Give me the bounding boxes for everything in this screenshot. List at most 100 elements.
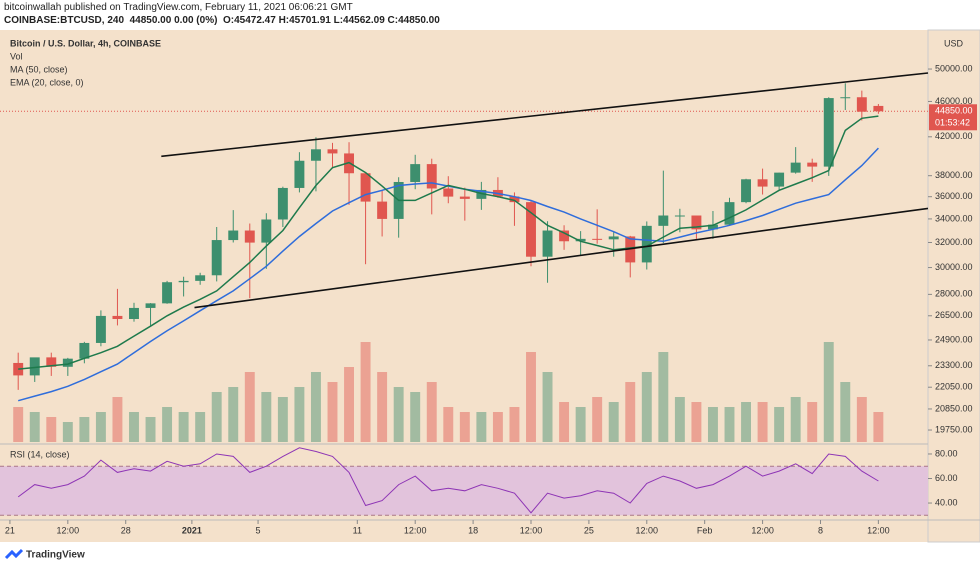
candle-body [856, 97, 867, 112]
candle-body [691, 215, 702, 230]
x-tick-label: 12:00 [636, 525, 659, 535]
volume-bar [608, 402, 619, 442]
x-tick-label: Feb [697, 525, 713, 535]
y-tick-label: 30000.00 [935, 262, 973, 272]
candle-body [377, 201, 388, 219]
volume-bar [840, 382, 851, 442]
candle-body [195, 275, 206, 281]
candle-body [658, 215, 669, 226]
x-tick-label: 12:00 [520, 525, 543, 535]
candle-body [873, 105, 884, 112]
x-tick-label: 12:00 [751, 525, 774, 535]
volume-bar [873, 412, 884, 442]
countdown-label: 01:53:42 [935, 118, 970, 128]
trend-line [194, 207, 929, 309]
plot-background [0, 30, 928, 542]
volume-bar [46, 417, 57, 442]
y-tick-label: 26500.00 [935, 310, 973, 320]
trend-line [161, 72, 929, 158]
x-tick-label: 11 [353, 525, 362, 535]
x-tick-label: 2021 [182, 525, 202, 535]
x-tick-label: 12:00 [404, 525, 427, 535]
indicator-line [18, 115, 879, 370]
volume-bar [707, 407, 718, 442]
volume-bar [790, 397, 801, 442]
volume-bar [211, 392, 222, 442]
candle-body [476, 189, 487, 199]
x-tick-label: 12:00 [867, 525, 890, 535]
volume-bar [443, 407, 454, 442]
y-tick-label: 36000.00 [935, 191, 973, 201]
volume-bar [294, 387, 305, 442]
candle-body [261, 219, 272, 243]
volume-bar [509, 407, 520, 442]
volume-bar [95, 412, 106, 442]
candle-body [807, 162, 818, 167]
volume-bar [757, 402, 768, 442]
y-tick-label: 22050.00 [935, 382, 973, 392]
volume-bar [592, 397, 603, 442]
volume-bar [29, 412, 40, 442]
volume-bar [625, 382, 636, 442]
candle-body [526, 202, 536, 257]
volume-bar [377, 372, 388, 442]
candle-body [707, 224, 718, 230]
x-tick-label: 25 [584, 525, 594, 535]
volume-bar [426, 382, 437, 442]
volume-bar [178, 412, 189, 442]
volume-bar [459, 412, 470, 442]
candle-body [112, 315, 123, 320]
last-price-box [929, 104, 977, 131]
legend-item: EMA (20, close, 0) [10, 77, 84, 87]
rsi-tick-label: 80.00 [935, 448, 958, 458]
candle-body [542, 230, 553, 257]
candle-body [823, 98, 834, 167]
candle-body [426, 164, 437, 189]
candle-body [294, 160, 305, 188]
candle-body [178, 280, 189, 283]
volume-bar [145, 417, 156, 442]
candle-body [360, 173, 371, 202]
candle-body [13, 362, 24, 376]
candle-body [840, 97, 851, 99]
candle-body [327, 149, 338, 154]
candle-body [757, 179, 768, 187]
rsi-line [17, 447, 879, 514]
x-tick-label: 21 [5, 525, 15, 535]
volume-bar [261, 392, 272, 442]
x-tick-label: 28 [121, 525, 131, 535]
volume-bar [807, 402, 818, 442]
volume-bar [641, 372, 652, 442]
y-tick-label: 24900.00 [935, 334, 973, 344]
candle-body [95, 315, 106, 343]
candle-body [459, 196, 470, 199]
y-tick-label: 46000.00 [935, 96, 973, 106]
y-tick-label: 38000.00 [935, 170, 973, 180]
candle-body [790, 162, 801, 173]
y-tick-label: 32000.00 [935, 237, 973, 247]
y-tick-label: 34000.00 [935, 213, 973, 223]
candle-body [608, 236, 619, 240]
volume-bar [724, 407, 735, 442]
x-tick-label: 5 [256, 525, 261, 535]
volume-bar [129, 412, 139, 442]
candle-body [559, 230, 570, 242]
candle-body [228, 230, 239, 241]
rsi-tick-label: 60.00 [935, 473, 958, 483]
volume-bar [674, 397, 685, 442]
candle-body [592, 238, 603, 240]
volume-bar [741, 402, 752, 442]
y-tick-label: 28000.00 [935, 289, 973, 299]
rsi-title: RSI (14, close) [10, 449, 70, 459]
volume-bar [559, 402, 570, 442]
brand[interactable]: TradingView [26, 550, 85, 561]
y-tick-label: 23300.00 [935, 360, 973, 370]
candle-body [774, 172, 785, 187]
unit-label: USD [944, 38, 964, 48]
candle-body [410, 164, 421, 182]
candle-body [62, 358, 73, 367]
volume-bar [476, 412, 487, 442]
volume-bar [13, 407, 24, 442]
